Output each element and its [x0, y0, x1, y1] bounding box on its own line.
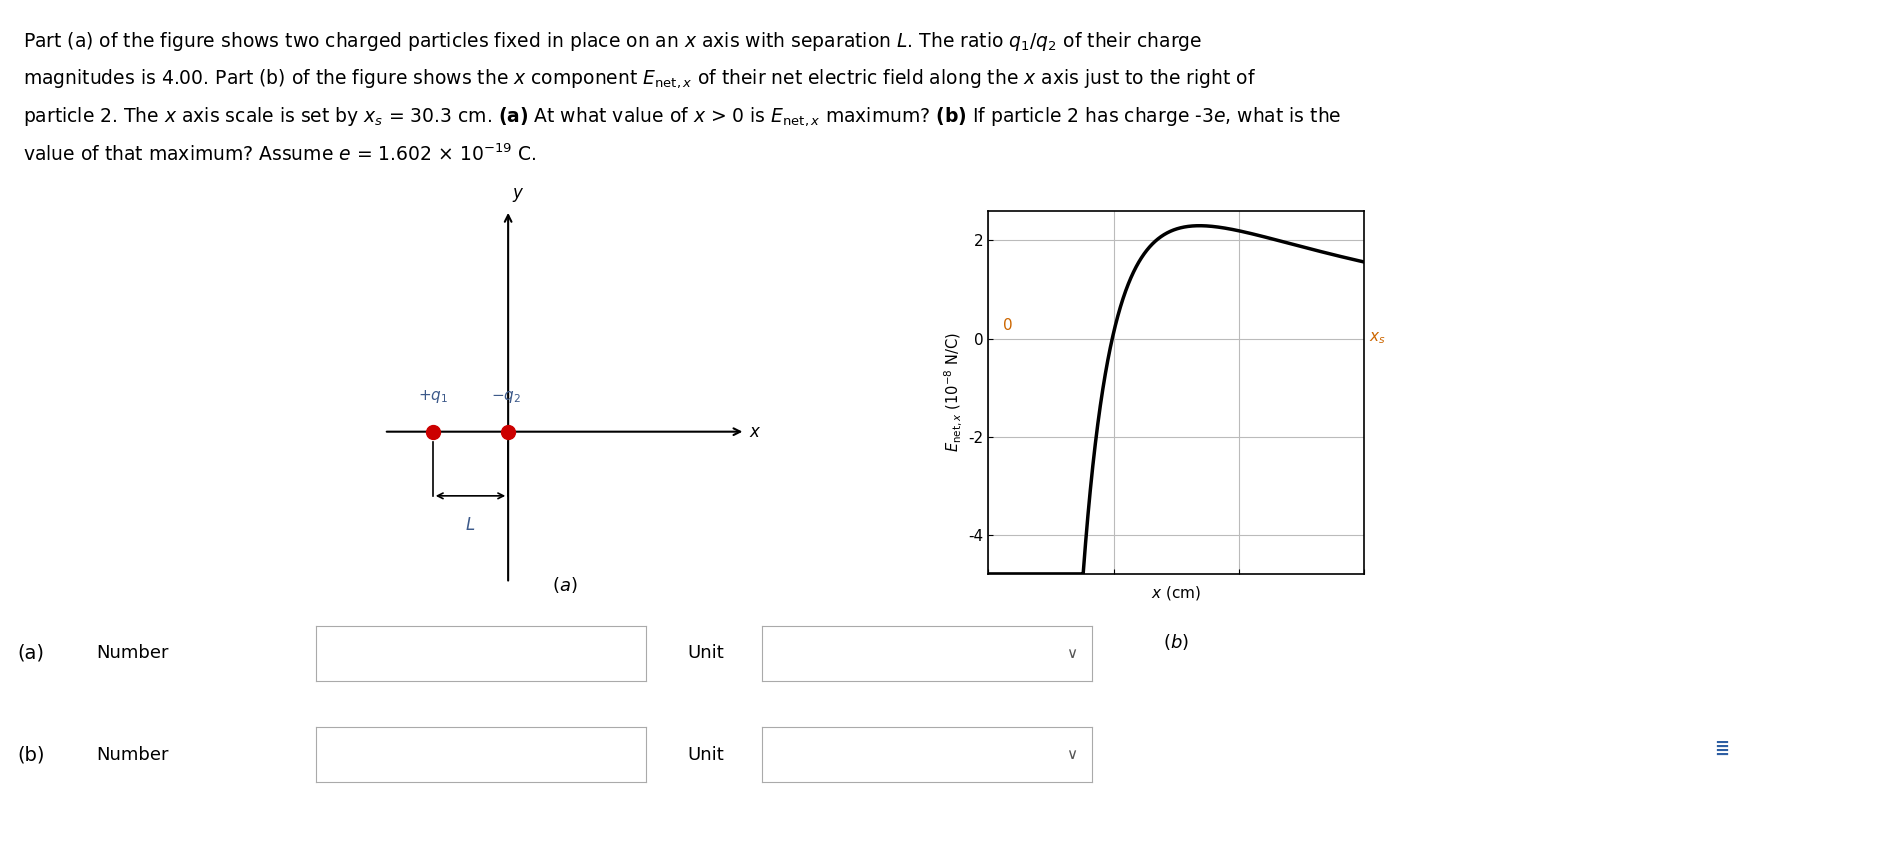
Text: ≣: ≣ [1715, 740, 1730, 758]
Text: magnitudes is 4.00. Part (b) of the figure shows the $x$ component $E_{\mathrm{n: magnitudes is 4.00. Part (b) of the figu… [23, 68, 1255, 90]
X-axis label: $x\ \mathrm{(cm)}$: $x\ \mathrm{(cm)}$ [1152, 584, 1201, 603]
Text: SUPPORT: SUPPORT [1767, 742, 1846, 756]
Y-axis label: $E_{\mathrm{net},x}\ (10^{-8}\ \mathrm{N/C})$: $E_{\mathrm{net},x}\ (10^{-8}\ \mathrm{N… [941, 333, 964, 452]
Text: $y$: $y$ [512, 187, 525, 204]
Text: $(b)$: $(b)$ [1163, 632, 1189, 652]
Text: Number: Number [96, 644, 169, 663]
Text: i: i [297, 644, 305, 663]
Text: Part (a) of the figure shows two charged particles fixed in place on an $x$ axis: Part (a) of the figure shows two charged… [23, 30, 1203, 52]
Text: $(a)$: $(a)$ [551, 575, 578, 595]
Text: $-q_2$: $-q_2$ [491, 389, 521, 405]
Text: (b): (b) [17, 745, 45, 764]
Text: i: i [297, 745, 305, 764]
Text: 0: 0 [1003, 317, 1013, 333]
FancyBboxPatch shape [1696, 722, 1748, 776]
Text: ∨: ∨ [1067, 747, 1077, 762]
Text: $x$: $x$ [749, 423, 762, 441]
Text: Unit: Unit [687, 745, 725, 764]
Text: $x_s$: $x_s$ [1370, 331, 1387, 346]
Text: Number: Number [96, 745, 169, 764]
Text: value of that maximum? Assume $e$ = 1.602 $\times$ 10$^{-19}$ C.: value of that maximum? Assume $e$ = 1.60… [23, 143, 536, 165]
Text: (a): (a) [17, 644, 43, 663]
Text: $L$: $L$ [465, 517, 476, 534]
Text: $+q_1$: $+q_1$ [418, 388, 448, 405]
Text: ∨: ∨ [1067, 646, 1077, 661]
Text: particle 2. The $x$ axis scale is set by $x_s$ = 30.3 cm. $\mathbf{(a)}$ At what: particle 2. The $x$ axis scale is set by… [23, 106, 1342, 128]
Text: Unit: Unit [687, 644, 725, 663]
